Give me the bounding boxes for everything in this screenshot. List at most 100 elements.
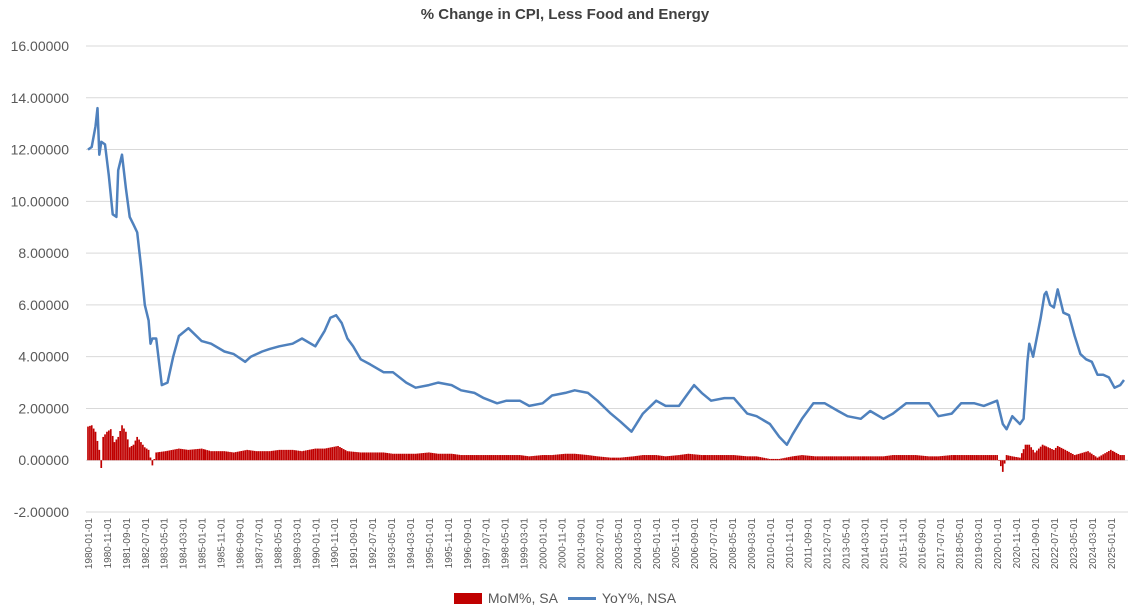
bar-mom <box>662 456 665 461</box>
bar-mom <box>210 451 212 461</box>
bar-mom <box>1051 449 1053 461</box>
x-tick-label: 2020-11-01 <box>1012 518 1023 569</box>
bar-mom <box>806 455 809 461</box>
x-tick-label: 2005-01-01 <box>652 518 663 570</box>
bar-mom <box>541 455 544 461</box>
bar-mom <box>134 440 137 461</box>
bar-mom <box>814 456 817 461</box>
bar-mom <box>295 450 298 461</box>
y-tick-label: 6.00000 <box>18 297 69 313</box>
bar-mom <box>680 454 682 461</box>
bar-mom <box>556 454 559 461</box>
bar-mom <box>195 449 197 461</box>
bar-mom <box>128 447 131 461</box>
x-tick-label: 1983-05-01 <box>160 518 171 570</box>
bar-mom <box>640 455 642 461</box>
bar-mom <box>369 452 372 461</box>
bar-mom <box>270 450 273 461</box>
bar-mom <box>660 455 663 461</box>
bar-mom <box>846 456 849 461</box>
bar-mom <box>589 455 591 461</box>
bar-mom <box>930 456 932 461</box>
x-tick-label: 2008-05-01 <box>728 518 739 570</box>
bar-mom <box>337 445 339 461</box>
line-yoy <box>87 106 1126 446</box>
bar-mom <box>227 451 229 461</box>
x-tick-label: 1997-07-01 <box>482 518 493 570</box>
bar-mom <box>564 453 567 461</box>
bar-mom <box>685 454 688 461</box>
bar-mom <box>181 449 184 461</box>
bar-mom <box>151 460 154 466</box>
bar-mom <box>990 455 993 461</box>
bar-mom <box>208 450 211 461</box>
bar-mom <box>895 455 898 461</box>
bar-mom <box>494 455 497 461</box>
bar-mom <box>526 456 529 461</box>
bar-mom <box>736 455 739 461</box>
bar-mom <box>1079 453 1082 461</box>
bar-mom <box>113 442 116 461</box>
bar-mom <box>382 452 385 461</box>
bar-mom <box>1053 449 1055 461</box>
bar-mom <box>323 448 326 461</box>
bar-mom <box>376 452 379 461</box>
bar-mom <box>1066 450 1069 461</box>
bar-mom <box>882 456 885 461</box>
bar-mom <box>992 455 995 461</box>
bar-mom <box>757 456 760 461</box>
bar-mom <box>761 457 764 461</box>
bar-mom <box>354 451 356 461</box>
bar-mom <box>397 453 400 461</box>
bar-mom <box>333 446 336 461</box>
bar-mom <box>715 455 718 461</box>
bar-mom <box>409 453 411 461</box>
bar-mom <box>445 453 447 461</box>
bar-mom <box>651 455 654 461</box>
bar-mom <box>340 448 343 461</box>
bar-mom <box>253 450 256 461</box>
bar-mom <box>403 453 406 461</box>
bar-mom <box>482 455 485 461</box>
bar-mom <box>363 452 366 461</box>
bar-mom <box>448 453 451 461</box>
bar-mom <box>410 453 413 461</box>
bar-mom <box>623 457 625 461</box>
bar-mom <box>401 453 404 461</box>
bar-mom <box>454 454 457 461</box>
bar-mom <box>475 455 478 461</box>
bar-mom <box>738 455 741 461</box>
bar-mom <box>748 456 750 461</box>
bar-mom <box>164 451 167 461</box>
bar-mom <box>804 455 807 461</box>
bar-mom <box>282 449 284 461</box>
bar-mom <box>956 455 959 461</box>
legend-item-mom: MoM%, SA <box>453 590 558 606</box>
bar-mom <box>547 455 550 461</box>
bar-mom <box>611 457 614 461</box>
bar-mom <box>744 456 747 461</box>
bar-mom <box>380 452 383 461</box>
bar-mom <box>543 455 546 461</box>
bar-mom <box>1062 448 1065 461</box>
bar-mom <box>659 455 661 461</box>
bar-mom <box>356 452 358 461</box>
bar-mom <box>528 456 531 461</box>
bar-mom <box>1109 449 1112 461</box>
x-tick-label: 1986-09-01 <box>236 518 247 570</box>
bar-mom <box>464 455 466 461</box>
bar-mom <box>880 456 883 461</box>
bar-mom <box>467 455 470 461</box>
bar-mom <box>238 451 241 461</box>
bar-mom <box>492 455 495 461</box>
x-tick-label: 1982-07-01 <box>141 518 152 570</box>
bar-mom <box>191 449 194 461</box>
bar-mom <box>672 455 675 461</box>
bar-mom <box>422 453 425 461</box>
bar-mom <box>185 449 188 461</box>
x-tick-label: 2000-11-01 <box>558 518 569 569</box>
bar-mom <box>1009 455 1012 461</box>
bar-mom <box>926 456 928 461</box>
bar-mom <box>407 453 410 461</box>
x-tick-label: 2017-07-01 <box>936 518 947 570</box>
